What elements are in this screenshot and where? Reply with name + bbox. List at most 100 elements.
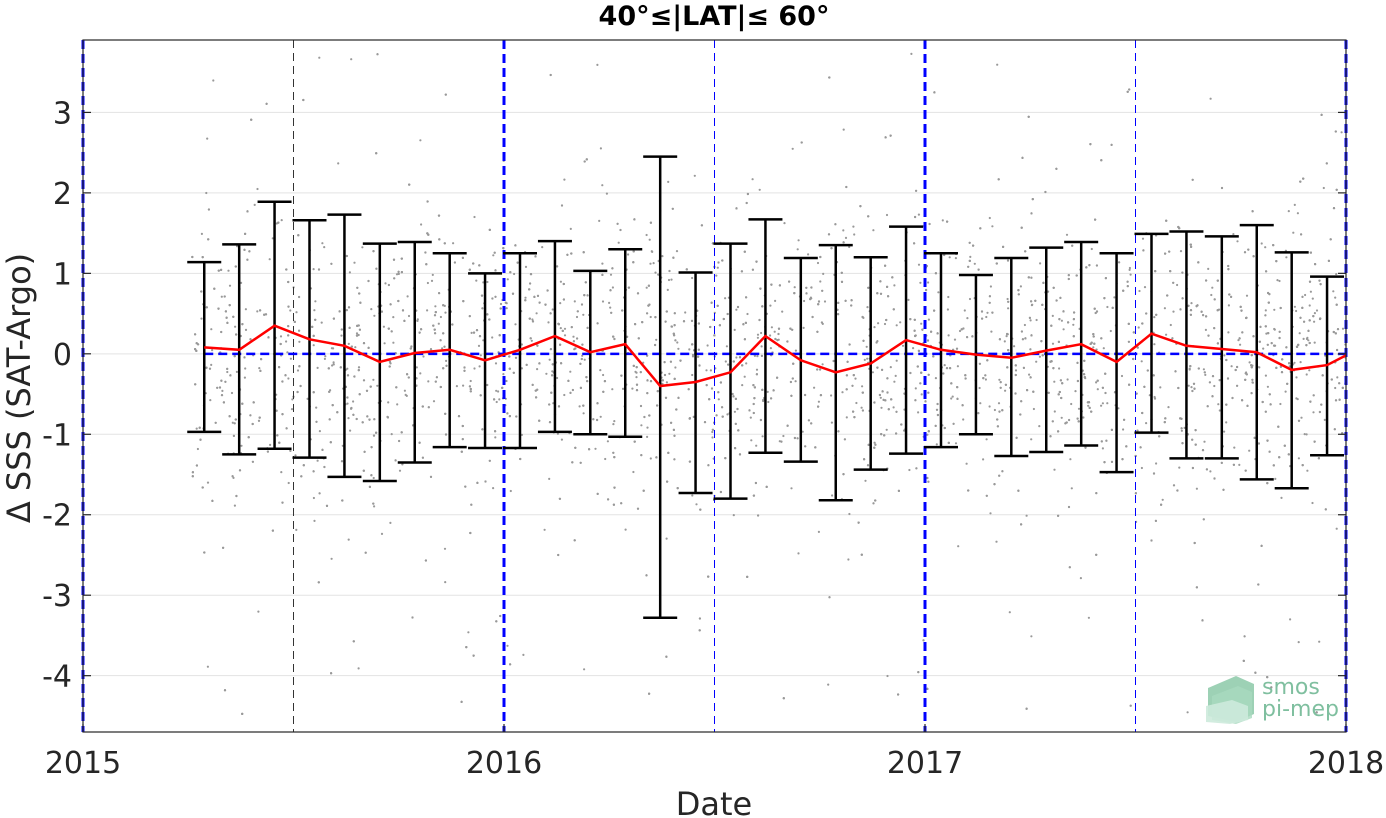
scatter-point	[926, 476, 929, 480]
scatter-point	[1002, 245, 1005, 248]
scatter-point	[1236, 384, 1239, 387]
scatter-point	[664, 320, 667, 323]
scatter-point	[312, 268, 315, 271]
scatter-point	[551, 363, 554, 366]
scatter-point	[679, 359, 682, 362]
scatter-point	[1038, 355, 1041, 358]
scatter-point	[1304, 293, 1307, 297]
scatter-point	[1293, 361, 1296, 364]
scatter-point	[422, 355, 425, 358]
scatter-point	[1032, 407, 1035, 411]
scatter-point	[998, 378, 1001, 381]
scatter-point	[1154, 519, 1157, 523]
scatter-point	[557, 405, 561, 408]
scatter-point	[941, 219, 944, 222]
scatter-point	[291, 398, 294, 401]
scatter-point	[548, 358, 551, 361]
scatter-point	[1092, 335, 1095, 338]
scatter-point	[1066, 378, 1069, 381]
scatter-point	[384, 282, 387, 285]
scatter-point	[1285, 346, 1288, 349]
scatter-point	[776, 376, 779, 379]
scatter-point	[243, 356, 246, 359]
scatter-point	[1313, 341, 1316, 344]
scatter-point	[1083, 359, 1086, 362]
scatter-point	[937, 291, 940, 294]
scatter-point	[596, 402, 599, 405]
scatter-point	[233, 504, 236, 507]
scatter-point	[1101, 386, 1104, 389]
scatter-point	[287, 377, 290, 380]
scatter-point	[441, 347, 444, 350]
scatter-point	[421, 456, 424, 459]
scatter-point	[632, 261, 635, 264]
scatter-point	[667, 278, 671, 282]
scatter-point	[860, 406, 863, 409]
scatter-point	[603, 380, 607, 383]
scatter-point	[258, 416, 261, 419]
scatter-point	[991, 311, 994, 314]
scatter-point	[438, 292, 441, 295]
scatter-point	[844, 299, 847, 302]
scatter-point	[897, 489, 901, 492]
scatter-point	[394, 459, 397, 462]
scatter-point	[243, 248, 246, 251]
scatter-point	[1231, 396, 1234, 400]
scatter-point	[1266, 482, 1269, 485]
scatter-point	[340, 460, 344, 463]
scatter-point	[887, 408, 890, 411]
scatter-point	[989, 285, 993, 288]
scatter-point	[524, 296, 527, 299]
scatter-point	[241, 323, 244, 326]
scatter-point	[859, 205, 862, 208]
y-tick-label: 3	[53, 96, 72, 131]
scatter-point	[1006, 332, 1009, 336]
scatter-point	[318, 430, 321, 433]
scatter-point	[1279, 402, 1282, 406]
scatter-point	[1067, 505, 1071, 509]
scatter-point	[793, 292, 796, 295]
scatter-point	[220, 295, 223, 298]
scatter-point	[1190, 245, 1193, 248]
scatter-point	[1266, 676, 1269, 679]
scatter-point	[269, 443, 272, 446]
scatter-point	[1262, 347, 1265, 350]
scatter-point	[499, 307, 502, 310]
scatter-point	[1264, 314, 1267, 317]
scatter-point	[907, 298, 910, 301]
scatter-point	[867, 286, 870, 289]
scatter-point	[505, 307, 508, 310]
scatter-point	[235, 494, 238, 498]
scatter-point	[315, 406, 318, 409]
scatter-point	[370, 446, 373, 449]
scatter-point	[1189, 309, 1193, 312]
scatter-point	[1044, 190, 1047, 194]
scatter-point	[559, 327, 562, 330]
scatter-point	[1128, 268, 1131, 271]
scatter-point	[1126, 285, 1129, 288]
scatter-point	[251, 460, 254, 463]
scatter-point	[688, 460, 692, 463]
scatter-point	[1120, 374, 1124, 378]
scatter-point	[752, 411, 755, 415]
scatter-point	[499, 302, 503, 306]
scatter-point	[636, 507, 640, 510]
scatter-point	[743, 338, 747, 341]
scatter-point	[330, 557, 333, 560]
scatter-point	[545, 372, 548, 375]
scatter-point	[231, 421, 234, 424]
scatter-point	[1055, 167, 1058, 170]
scatter-point	[1314, 263, 1317, 266]
scatter-point	[397, 272, 400, 275]
scatter-point	[392, 341, 395, 344]
scatter-point	[1237, 339, 1240, 342]
scatter-point	[560, 362, 563, 365]
scatter-point	[575, 315, 579, 319]
scatter-point	[791, 377, 794, 380]
scatter-point	[354, 346, 357, 349]
scatter-point	[434, 332, 437, 335]
scatter-point	[439, 339, 442, 342]
scatter-point	[1194, 443, 1197, 446]
scatter-point	[635, 376, 638, 379]
scatter-point	[480, 294, 484, 297]
